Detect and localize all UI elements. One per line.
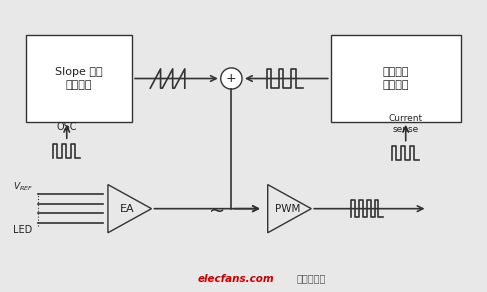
Text: Slope 信号
产生电路: Slope 信号 产生电路 <box>55 67 103 90</box>
Text: 电子发烧友: 电子发烧友 <box>297 274 326 284</box>
Text: $V_{REF}$: $V_{REF}$ <box>14 181 34 193</box>
Text: Current
sense: Current sense <box>389 114 423 134</box>
FancyBboxPatch shape <box>26 35 132 122</box>
Text: +: + <box>226 72 237 85</box>
Text: elecfans.com: elecfans.com <box>198 274 275 284</box>
Text: EA: EA <box>120 204 135 214</box>
Text: LED: LED <box>14 225 33 235</box>
Circle shape <box>221 68 242 89</box>
Text: OSC: OSC <box>56 121 77 131</box>
FancyBboxPatch shape <box>331 35 461 122</box>
Text: PWM: PWM <box>275 204 300 214</box>
Text: ~: ~ <box>209 201 225 220</box>
Text: 电流采样
放大电路: 电流采样 放大电路 <box>383 67 409 90</box>
